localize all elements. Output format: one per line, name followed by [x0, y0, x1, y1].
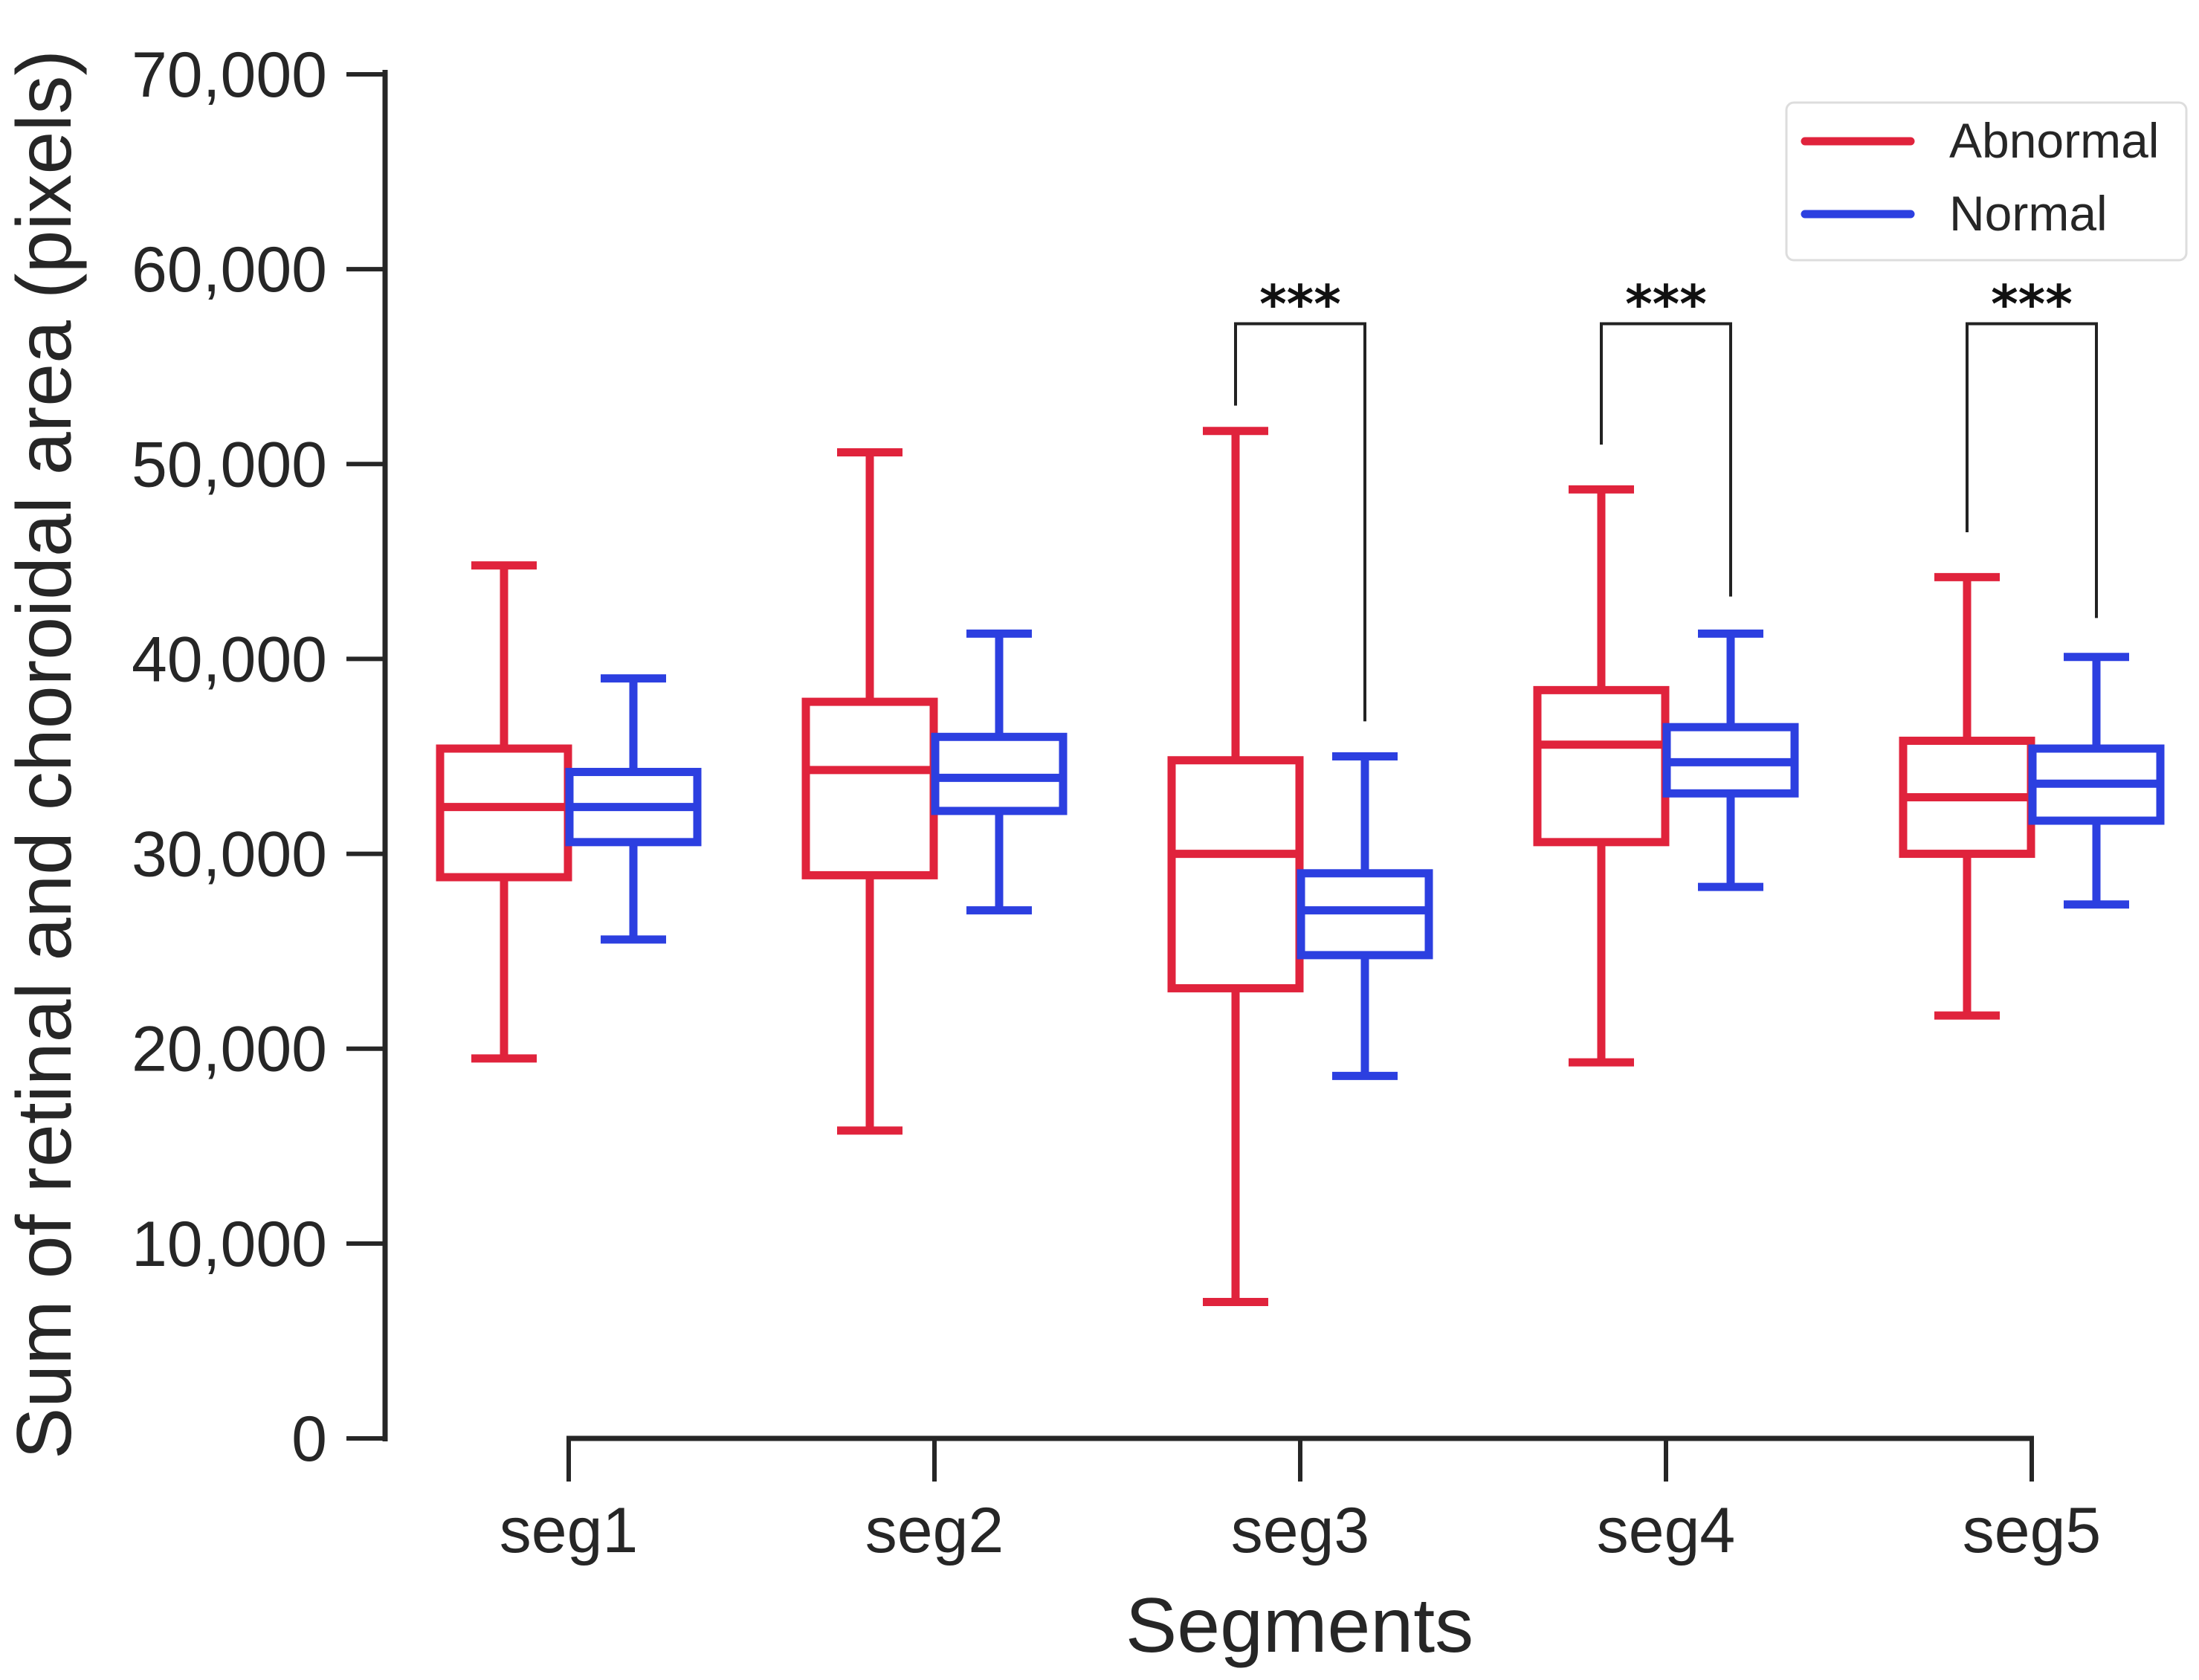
- legend: Abnormal Normal: [1785, 101, 2188, 262]
- significance-seg5: ***: [1966, 274, 2098, 618]
- box-iqr: [436, 744, 572, 882]
- significance-bracket: [1234, 322, 1366, 722]
- x-axis-title: Segments: [1126, 1583, 1473, 1669]
- x-tick-label-seg1: seg1: [500, 1495, 639, 1566]
- box-iqr: [1533, 685, 1670, 847]
- y-axis-title: Sum of retinal and choroidal area (pixel…: [1, 50, 88, 1459]
- legend-label-normal: Normal: [1949, 186, 2108, 241]
- box-abnormal-seg5: [1899, 572, 2035, 1020]
- y-tick-label: 30,000: [132, 819, 327, 891]
- significance-label: ***: [1259, 274, 1341, 335]
- x-tick-label-seg5: seg5: [1963, 1495, 2102, 1566]
- x-tick-label-seg4: seg4: [1597, 1495, 1736, 1566]
- box-iqr: [801, 697, 938, 879]
- significance-bracket: [1966, 322, 2098, 618]
- box-normal-seg3: [1297, 752, 1433, 1080]
- significance-seg4: ***: [1600, 274, 1732, 597]
- box-normal-seg2: [931, 629, 1068, 915]
- box-normal-seg5: [2028, 653, 2165, 909]
- y-tick-label: 0: [291, 1403, 327, 1475]
- box-abnormal-seg2: [801, 448, 938, 1135]
- y-tick-label: 40,000: [132, 624, 327, 695]
- significance-seg3: ***: [1234, 274, 1366, 722]
- x-tick-label-seg3: seg3: [1231, 1495, 1370, 1566]
- legend-label-abnormal: Abnormal: [1949, 113, 2159, 168]
- significance-bracket: [1600, 322, 1732, 597]
- y-tick-label: 50,000: [132, 429, 327, 500]
- box-abnormal-seg4: [1533, 485, 1670, 1067]
- y-tick-label: 20,000: [132, 1014, 327, 1085]
- x-axis: seg1 seg2 seg3 seg4 seg5: [500, 1435, 2102, 1566]
- significance-label: ***: [1991, 274, 2073, 335]
- box-abnormal-seg3: [1167, 427, 1304, 1306]
- significance-label: ***: [1625, 274, 1707, 335]
- y-tick-label: 10,000: [132, 1209, 327, 1280]
- x-tick-label-seg2: seg2: [865, 1495, 1004, 1566]
- box-normal-seg4: [1662, 629, 1799, 891]
- box-series: [436, 427, 2165, 1306]
- box-normal-seg1: [565, 674, 702, 944]
- significance-annotations: *** *** ***: [1234, 274, 2098, 722]
- y-axis: 0 10,000 20,000 30,000 40,000 50,000 60,000 70,…: [132, 39, 388, 1475]
- y-tick-label: 60,000: [132, 234, 327, 306]
- y-tick-label: 70,000: [132, 39, 327, 111]
- box-iqr: [1167, 756, 1304, 992]
- box-abnormal-seg1: [436, 561, 572, 1063]
